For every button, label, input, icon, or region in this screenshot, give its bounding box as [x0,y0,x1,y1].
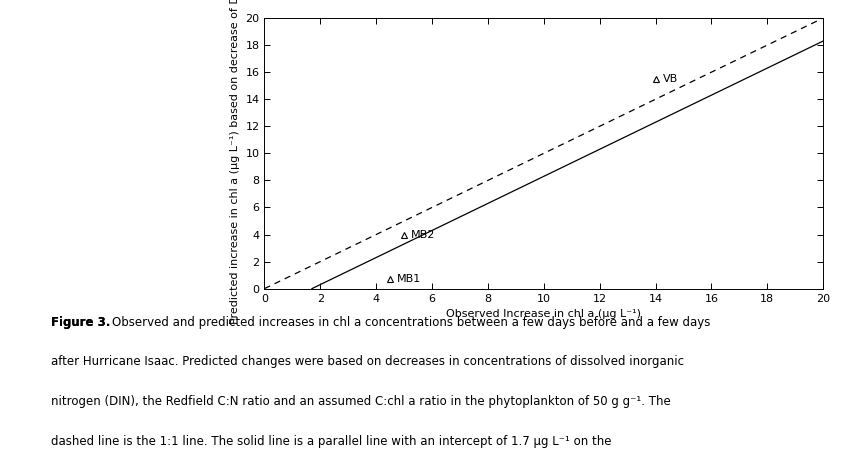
Text: after Hurricane Isaac. Predicted changes were based on decreases in concentratio: after Hurricane Isaac. Predicted changes… [51,355,683,368]
Text: MB1: MB1 [397,274,421,284]
Text: Figure 3.: Figure 3. [51,316,111,329]
Text: MB2: MB2 [411,230,435,239]
Text: Figure 3.: Figure 3. [51,316,111,329]
Text: dashed line is the 1:1 line. The solid line is a parallel line with an intercept: dashed line is the 1:1 line. The solid l… [51,435,611,448]
Y-axis label: Predicted increase in chl a (μg L⁻¹) based on decrease of DIN: Predicted increase in chl a (μg L⁻¹) bas… [230,0,239,323]
Text: nitrogen (DIN), the Redfield C:N ratio and an assumed C:chl a ratio in the phyto: nitrogen (DIN), the Redfield C:N ratio a… [51,395,671,408]
X-axis label: Observed Increase in chl a (μg L⁻¹): Observed Increase in chl a (μg L⁻¹) [446,309,641,319]
Text: Observed and predicted increases in chl a concentrations between a few days befo: Observed and predicted increases in chl … [112,316,709,329]
Text: VB: VB [662,74,677,84]
